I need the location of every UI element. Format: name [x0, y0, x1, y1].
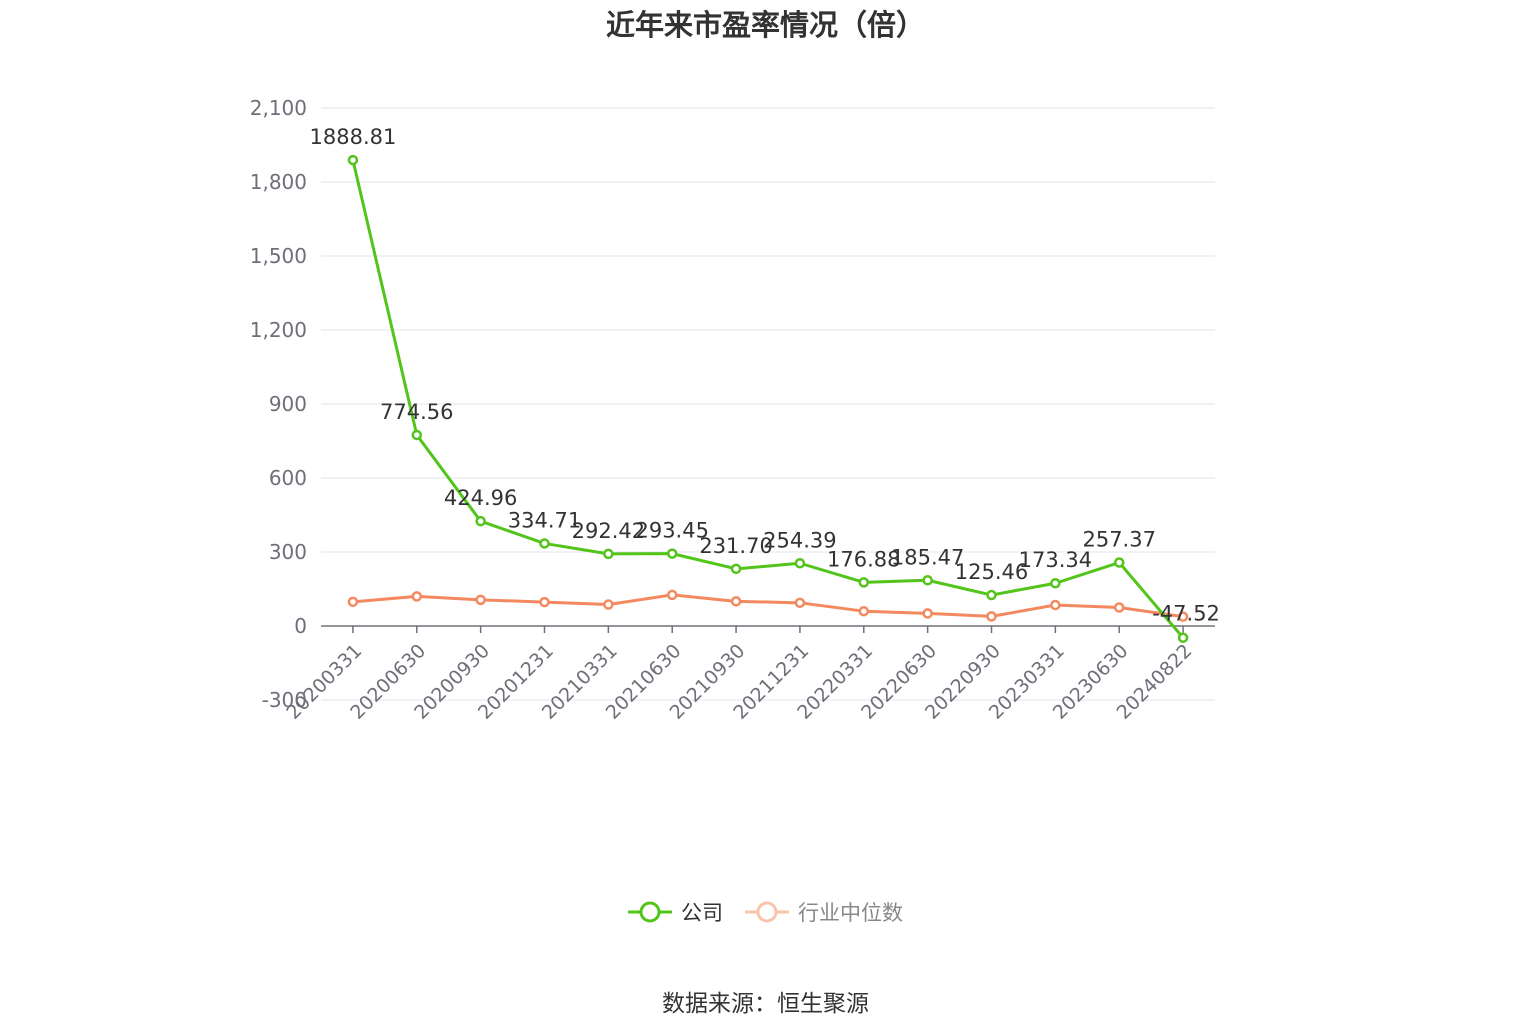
y-tick-label: -300 — [262, 688, 307, 712]
point-industry-median — [730, 596, 742, 607]
data-labels: 1888.81 774.56 424.96334.71292.42293.45231… — [310, 125, 1220, 626]
point-industry-median — [858, 605, 870, 617]
data-label: 173.34 — [1019, 548, 1092, 572]
y-tick-label: 1,200 — [250, 318, 307, 342]
point-company — [475, 515, 486, 527]
point-industry-median — [666, 589, 678, 601]
data-label: 293.45 — [635, 519, 708, 543]
point-industry-median — [1177, 611, 1189, 622]
data-label: 257.37 — [1082, 528, 1155, 552]
legend-marker — [639, 901, 661, 923]
y-tick-label: 600 — [269, 466, 307, 490]
point-company — [1050, 577, 1061, 589]
data-label: 774.56 — [380, 400, 453, 424]
point-company — [794, 558, 806, 569]
point-company — [1177, 632, 1189, 643]
y-tick-label: 2,100 — [250, 96, 307, 120]
point-industry-median — [1113, 602, 1125, 613]
point-industry-median — [603, 599, 614, 610]
series-layer — [347, 154, 1189, 643]
point-company — [858, 577, 870, 588]
data-label: 424.96 — [444, 486, 517, 510]
y-axis: -300 0 300 600 900 1,200 1,500 1,800 2,100 — [250, 96, 307, 712]
series-line-company — [351, 159, 1185, 639]
y-tick-label: 900 — [269, 392, 307, 416]
y-tick-label: 300 — [269, 540, 307, 564]
point-industry-median — [347, 596, 359, 608]
data-label: 1888.81 — [310, 125, 397, 149]
point-company — [730, 563, 742, 575]
legend-label: 公司 — [681, 901, 723, 925]
point-industry-median — [922, 608, 933, 619]
point-company — [539, 538, 550, 549]
y-tick-label: 1,800 — [250, 170, 307, 194]
point-industry-median — [539, 596, 550, 608]
series-line-industry-median — [352, 593, 1184, 619]
point-company — [411, 429, 423, 441]
y-tick-label: 0 — [294, 614, 307, 638]
point-company — [347, 154, 359, 166]
data-label: 292.42 — [572, 519, 645, 543]
data-label: 231.70 — [699, 534, 772, 558]
data-label: 334.71 — [508, 508, 581, 532]
data-label: 176.88 — [827, 547, 900, 571]
data-source: 数据来源：恒生聚源 — [662, 991, 869, 1017]
chart-title: 近年来市盈率情况（倍） — [605, 8, 925, 42]
data-label: 185.47 — [891, 545, 964, 569]
legend-item-industry-median: 行业中位数 — [745, 901, 903, 925]
point-industry-median — [411, 591, 423, 602]
point-company — [986, 589, 997, 601]
data-label: 125.46 — [955, 560, 1028, 584]
point-company — [603, 548, 614, 560]
grid-lines — [321, 107, 1215, 701]
data-label: 254.39 — [763, 528, 836, 552]
legend-label: 行业中位数 — [798, 901, 903, 925]
point-company — [922, 575, 933, 586]
x-axis: 2020033120200630202009302020123120210331… — [282, 625, 1215, 724]
point-company — [1113, 557, 1125, 568]
point-industry-median — [475, 594, 486, 606]
point-industry-median — [1050, 599, 1061, 611]
point-company — [666, 548, 678, 559]
y-tick-label: 1,500 — [250, 244, 307, 268]
legend: 公司 行业中位数 — [628, 901, 903, 925]
point-industry-median — [794, 597, 806, 609]
data-label: -47.52 — [1152, 602, 1220, 626]
legend-item-company: 公司 — [628, 901, 723, 925]
legend-marker — [756, 901, 778, 923]
point-industry-median — [986, 611, 997, 622]
